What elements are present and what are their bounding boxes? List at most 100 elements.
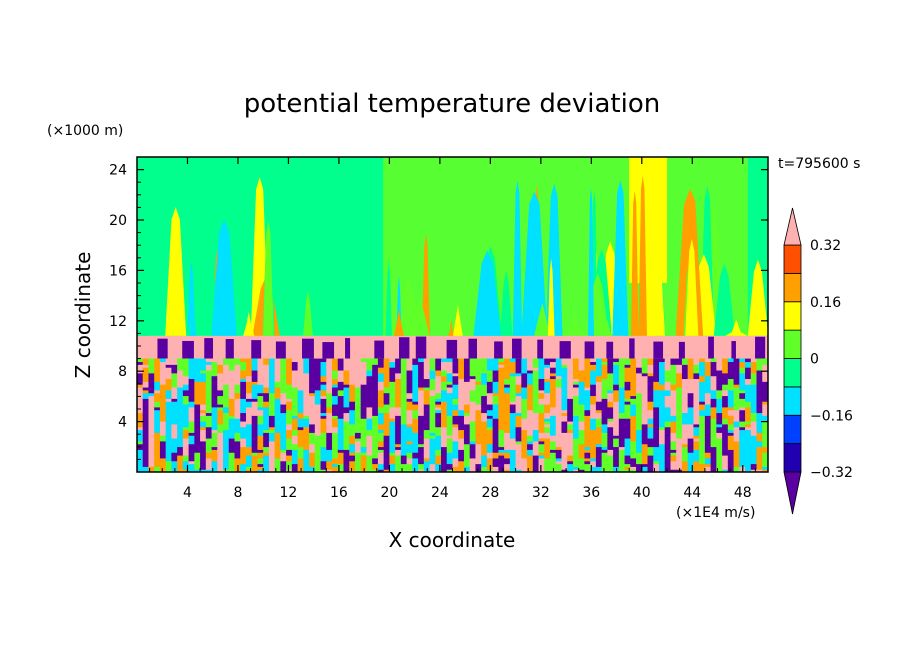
heatmap-cell (463, 386, 471, 391)
heatmap-cell (498, 454, 505, 459)
heatmap-cell (595, 423, 603, 428)
heatmap-cell (618, 398, 626, 402)
heatmap-cell (349, 378, 356, 382)
heatmap-cell (498, 463, 505, 467)
heatmap-cell (498, 452, 505, 456)
heatmap-cell (200, 406, 207, 411)
heatmap-cell (458, 384, 465, 388)
heatmap-cell (423, 372, 431, 377)
heatmap-cell (509, 415, 517, 419)
heatmap-cell (406, 372, 413, 377)
heatmap-cell (177, 454, 184, 459)
heatmap-cell (492, 361, 499, 365)
heatmap-cell (567, 369, 574, 374)
heatmap-cell (343, 437, 350, 442)
heatmap-cell (389, 392, 396, 397)
heatmap-cell (452, 364, 459, 368)
plume-cell (601, 319, 614, 336)
heatmap-cell (291, 358, 299, 363)
heatmap-cell (441, 372, 448, 377)
heatmap-cell (469, 372, 477, 377)
heatmap-cell (171, 446, 178, 450)
heatmap-cell (372, 463, 379, 467)
heatmap-cell (154, 412, 161, 416)
heatmap-cell (395, 403, 402, 408)
heatmap-cell (286, 395, 293, 399)
heatmap-cell (406, 463, 413, 467)
heatmap-cell (377, 398, 385, 402)
heatmap-cell (217, 369, 224, 374)
heatmap-cell (395, 452, 402, 456)
heatmap-cell (234, 392, 241, 397)
heatmap-cell (492, 406, 499, 411)
heatmap-cell (469, 406, 477, 411)
heatmap-cell (716, 401, 723, 405)
heatmap-cell (722, 386, 729, 391)
heatmap-cell (194, 432, 201, 436)
heatmap-cell (504, 412, 511, 416)
heatmap-cell (532, 429, 540, 433)
heatmap-cell (762, 415, 768, 419)
heatmap-cell (739, 437, 746, 442)
heatmap-cell (618, 378, 626, 382)
heatmap-cell (647, 369, 654, 374)
heatmap-cell (286, 369, 293, 374)
heatmap-cell (159, 406, 167, 411)
heatmap-cell (280, 392, 287, 397)
heatmap-cell (137, 378, 144, 382)
heatmap-cell (223, 403, 230, 408)
heatmap-cell (211, 463, 218, 467)
heatmap-cell (653, 435, 660, 439)
heatmap-cell (320, 443, 327, 448)
heatmap-cell (550, 369, 557, 374)
heatmap-cell (291, 364, 299, 368)
heatmap-cell (624, 466, 631, 470)
heatmap-cell (354, 381, 362, 385)
heatmap-cell (332, 460, 339, 465)
heatmap-cell (372, 432, 379, 436)
heatmap-cell (217, 361, 224, 365)
heatmap-cell (406, 358, 413, 363)
heatmap-cell (452, 395, 459, 399)
heatmap-cell (722, 369, 729, 374)
heatmap-cell (653, 437, 660, 442)
heatmap-cell (263, 412, 270, 416)
heatmap-cell (722, 389, 729, 394)
heatmap-cell (647, 403, 654, 408)
heatmap-cell (142, 403, 150, 408)
heatmap-cell (739, 389, 746, 394)
heatmap-cell (486, 395, 494, 399)
heatmap-cell (699, 440, 706, 445)
heatmap-cell (280, 378, 287, 382)
heatmap-cell (567, 403, 574, 408)
heatmap-cell (245, 423, 253, 428)
heatmap-cell (676, 375, 683, 380)
heatmap-cell (343, 460, 350, 465)
heatmap-cell (607, 446, 614, 450)
heatmap-cell (142, 364, 150, 368)
heatmap-cell (681, 446, 689, 450)
heatmap-cell (532, 386, 540, 391)
heatmap-cell (693, 409, 700, 414)
heatmap-cell (263, 415, 270, 419)
heatmap-cell (200, 440, 207, 445)
heatmap-cell (538, 452, 545, 456)
heatmap-cell (653, 406, 660, 411)
heatmap-cell (469, 452, 477, 456)
heatmap-cell (223, 364, 230, 368)
heatmap-cell (406, 432, 413, 436)
heatmap-cell (504, 418, 511, 422)
heatmap-cell (400, 367, 408, 371)
heatmap-cell (492, 443, 499, 448)
heatmap-cell (653, 372, 660, 377)
heatmap-cell (137, 466, 144, 470)
heatmap-cell (223, 406, 230, 411)
heatmap-cell (240, 415, 247, 419)
heatmap-cell (332, 426, 339, 431)
heatmap-cell (418, 369, 425, 374)
heatmap-cell (291, 469, 299, 472)
heatmap-cell (395, 420, 402, 425)
x-tick-label: 40 (633, 485, 651, 501)
heatmap-cell (245, 389, 253, 394)
heatmap-cell (527, 369, 534, 374)
